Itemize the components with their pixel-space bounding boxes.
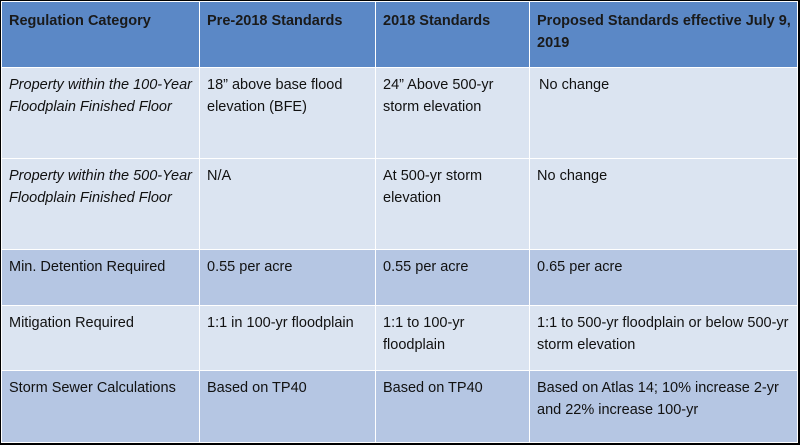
table-row: Mitigation Required 1:1 in 100-yr floodp… [1,305,798,371]
table-row: Property within the 100-Year Floodplain … [1,67,798,159]
cell-category: Property within the 100-Year Floodplain … [1,67,200,159]
cell-pre-2018: 1:1 in 100-yr floodplain [199,305,376,371]
table-row: Property within the 500-Year Floodplain … [1,158,798,250]
header-proposed-standards: Proposed Standards effective July 9, 201… [529,1,798,68]
cell-2018: At 500-yr storm elevation [375,158,530,250]
cell-proposed: 0.65 per acre [529,249,798,306]
cell-category: Property within the 500-Year Floodplain … [1,158,200,250]
cell-2018: 0.55 per acre [375,249,530,306]
cell-pre-2018: 0.55 per acre [199,249,376,306]
cell-proposed: No change [529,67,798,159]
header-pre-2018-standards: Pre-2018 Standards [199,1,376,68]
header-2018-standards: 2018 Standards [375,1,530,68]
cell-category: Mitigation Required [1,305,200,371]
table-row: Storm Sewer Calculations Based on TP40 B… [1,370,798,443]
cell-pre-2018: Based on TP40 [199,370,376,443]
cell-proposed: 1:1 to 500-yr floodplain or below 500-yr… [529,305,798,371]
cell-category: Storm Sewer Calculations [1,370,200,443]
header-regulation-category: Regulation Category [1,1,200,68]
cell-2018: Based on TP40 [375,370,530,443]
cell-proposed: Based on Atlas 14; 10% increase 2-yr and… [529,370,798,443]
cell-2018: 1:1 to 100-yr floodplain [375,305,530,371]
cell-category: Min. Detention Required [1,249,200,306]
cell-proposed: No change [529,158,798,250]
cell-2018: 24” Above 500-yr storm elevation [375,67,530,159]
table-row: Min. Detention Required 0.55 per acre 0.… [1,249,798,306]
cell-pre-2018: N/A [199,158,376,250]
table-header-row: Regulation Category Pre-2018 Standards 2… [1,1,798,68]
cell-pre-2018: 18” above base flood elevation (BFE) [199,67,376,159]
